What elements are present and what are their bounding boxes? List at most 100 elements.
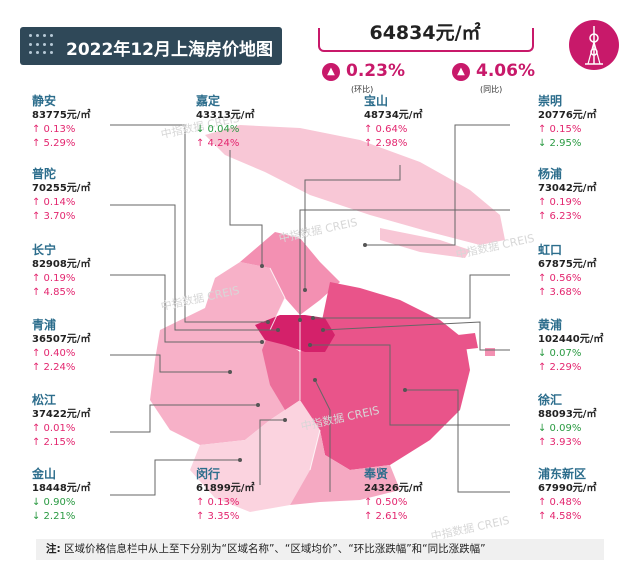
district-mom: ↑ 0.01% xyxy=(32,423,76,434)
title-banner: 2022年12月上海房价地图 xyxy=(20,27,282,65)
district-block-minhang: 闵行 61899元/㎡ ↑ 0.13% ↑ 3.35% xyxy=(196,467,254,524)
map-region-north xyxy=(240,232,340,315)
district-name: 金山 xyxy=(32,467,57,481)
district-mom: ↑ 0.13% xyxy=(196,497,240,508)
district-block-baoshan: 宝山 48734元/㎡ ↑ 0.64% ↑ 2.98% xyxy=(364,94,422,151)
district-name: 青浦 xyxy=(32,318,57,332)
district-block-huangpu: 黄浦 102440元/㎡ ↓ 0.07% ↑ 2.29% xyxy=(538,318,603,375)
mom-value: 0.23% xyxy=(346,61,405,81)
district-mom: ↑ 0.64% xyxy=(364,124,408,135)
district-yoy: ↑ 5.29% xyxy=(32,138,76,149)
district-mom: ↑ 0.50% xyxy=(364,497,408,508)
district-yoy: ↑ 4.58% xyxy=(538,511,582,522)
district-mom: ↑ 0.19% xyxy=(32,273,76,284)
district-name: 宝山 xyxy=(364,94,389,108)
district-price: 67875元/㎡ xyxy=(538,259,597,270)
district-mom: ↓ 0.07% xyxy=(538,348,582,359)
district-mom: ↓ 0.90% xyxy=(32,497,76,508)
district-yoy: ↓ 2.95% xyxy=(538,138,582,149)
district-yoy: ↑ 2.29% xyxy=(538,362,582,373)
district-block-chongming: 崇明 20776元/㎡ ↑ 0.15% ↓ 2.95% xyxy=(538,94,596,151)
map-region-west xyxy=(150,262,300,445)
district-name: 静安 xyxy=(32,94,57,108)
average-price: 64834元/㎡ xyxy=(355,18,495,45)
district-price: 83775元/㎡ xyxy=(32,110,91,121)
district-price: 88093元/㎡ xyxy=(538,409,597,420)
district-name: 徐汇 xyxy=(538,393,563,407)
footnote: 注: 区域价格信息栏中从上至下分别为“区域名称”、“区域均价”、“环比涨跌幅”和… xyxy=(36,539,604,560)
district-mom: ↓ 0.04% xyxy=(196,124,240,135)
district-name: 虹口 xyxy=(538,243,563,257)
district-name: 杨浦 xyxy=(538,167,563,181)
district-yoy: ↑ 4.85% xyxy=(32,287,76,298)
yoy-value: 4.06% xyxy=(476,61,535,81)
district-yoy: ↑ 2.98% xyxy=(364,138,408,149)
district-block-yangpu: 杨浦 73042元/㎡ ↑ 0.19% ↑ 6.23% xyxy=(538,167,596,224)
district-name: 闵行 xyxy=(196,467,221,481)
district-yoy: ↑ 3.93% xyxy=(538,437,582,448)
yoy-label: (同比) xyxy=(480,85,503,94)
up-arrow-icon: ▲ xyxy=(322,63,340,81)
map-region-island-2 xyxy=(485,348,495,356)
mom-change: ▲ 0.23% xyxy=(322,61,405,81)
district-mom: ↓ 0.09% xyxy=(538,423,582,434)
district-yoy: ↑ 4.24% xyxy=(196,138,240,149)
district-price: 73042元/㎡ xyxy=(538,183,597,194)
district-block-changning: 长宁 82908元/㎡ ↑ 0.19% ↑ 4.85% xyxy=(32,243,90,300)
district-block-jiading: 嘉定 43313元/㎡ ↓ 0.04% ↑ 4.24% xyxy=(196,94,254,151)
district-block-pudong: 浦东新区 67990元/㎡ ↑ 0.48% ↑ 4.58% xyxy=(538,467,596,524)
district-name: 奉贤 xyxy=(364,467,389,481)
district-block-hongkou: 虹口 67875元/㎡ ↑ 0.56% ↑ 3.68% xyxy=(538,243,596,300)
map-region-pudong xyxy=(300,282,470,470)
district-block-jinshan: 金山 18448元/㎡ ↓ 0.90% ↓ 2.21% xyxy=(32,467,90,524)
district-block-fengxian: 奉贤 24326元/㎡ ↑ 0.50% ↑ 2.61% xyxy=(364,467,422,524)
district-block-jingan: 静安 83775元/㎡ ↑ 0.13% ↑ 5.29% xyxy=(32,94,90,151)
district-yoy: ↑ 3.68% xyxy=(538,287,582,298)
district-name: 黄浦 xyxy=(538,318,563,332)
map-region-jinshan xyxy=(190,400,320,512)
district-mom: ↑ 0.40% xyxy=(32,348,76,359)
district-price: 82908元/㎡ xyxy=(32,259,91,270)
district-mom: ↑ 0.14% xyxy=(32,197,76,208)
district-yoy: ↑ 6.23% xyxy=(538,211,582,222)
district-block-putuo: 普陀 70255元/㎡ ↑ 0.14% ↑ 3.70% xyxy=(32,167,90,224)
map-region-core xyxy=(255,315,335,352)
district-yoy: ↑ 2.24% xyxy=(32,362,76,373)
district-mom: ↑ 0.56% xyxy=(538,273,582,284)
district-price: 70255元/㎡ xyxy=(32,183,91,194)
summary-bracket xyxy=(318,28,534,52)
district-mom: ↑ 0.13% xyxy=(32,124,76,135)
district-price: 43313元/㎡ xyxy=(196,110,255,121)
district-name: 浦东新区 xyxy=(538,467,587,481)
district-price: 36507元/㎡ xyxy=(32,334,91,345)
district-mom: ↑ 0.48% xyxy=(538,497,582,508)
district-price: 18448元/㎡ xyxy=(32,483,91,494)
district-yoy: ↓ 2.21% xyxy=(32,511,76,522)
map-region-fengxian xyxy=(290,400,400,505)
district-price: 20776元/㎡ xyxy=(538,110,597,121)
district-block-xuhui: 徐汇 88093元/㎡ ↓ 0.09% ↑ 3.93% xyxy=(538,393,596,450)
district-name: 崇明 xyxy=(538,94,563,108)
district-mom: ↑ 0.19% xyxy=(538,197,582,208)
district-price: 102440元/㎡ xyxy=(538,334,604,345)
up-arrow-icon: ▲ xyxy=(452,63,470,81)
page-title: 2022年12月上海房价地图 xyxy=(66,40,273,60)
district-yoy: ↑ 3.35% xyxy=(196,511,240,522)
district-price: 61899元/㎡ xyxy=(196,483,255,494)
district-block-qingpu: 青浦 36507元/㎡ ↑ 0.40% ↑ 2.24% xyxy=(32,318,90,375)
district-mom: ↑ 0.15% xyxy=(538,124,582,135)
district-name: 普陀 xyxy=(32,167,57,181)
district-name: 长宁 xyxy=(32,243,57,257)
map-region-minhang xyxy=(262,330,300,410)
district-price: 67990元/㎡ xyxy=(538,483,597,494)
district-price: 24326元/㎡ xyxy=(364,483,423,494)
district-name: 嘉定 xyxy=(196,94,221,108)
map-region-chongming xyxy=(205,125,505,245)
district-name: 松江 xyxy=(32,393,57,407)
district-block-songjiang: 松江 37422元/㎡ ↑ 0.01% ↑ 2.15% xyxy=(32,393,90,450)
dots-icon xyxy=(29,34,55,58)
district-yoy: ↑ 2.15% xyxy=(32,437,76,448)
yoy-change: ▲ 4.06% xyxy=(452,61,535,81)
